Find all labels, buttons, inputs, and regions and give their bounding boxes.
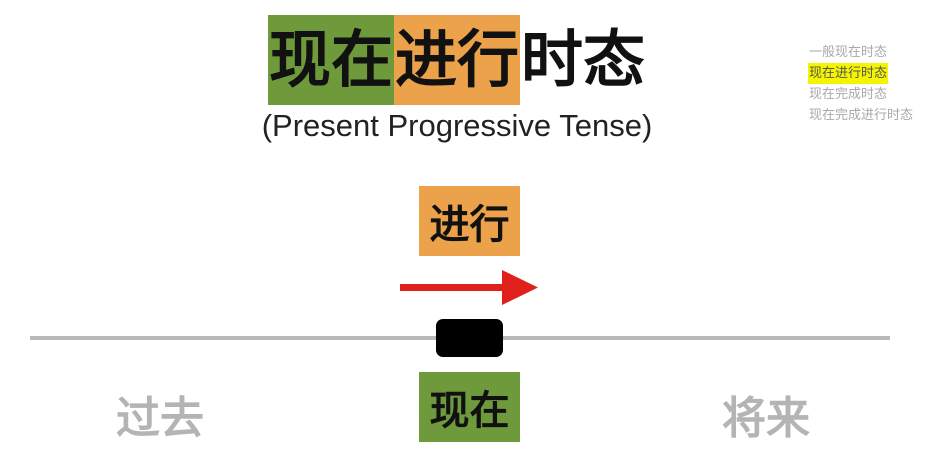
menu-item-simple-present[interactable]: 一般现在时态 bbox=[809, 45, 888, 60]
menu-item-present-perfect-progressive[interactable]: 现在完成进行时态 bbox=[809, 108, 914, 123]
right-arrow-icon bbox=[400, 270, 538, 305]
menu-item-present-perfect[interactable]: 现在完成时态 bbox=[809, 87, 888, 102]
now-marker bbox=[436, 319, 503, 357]
progressive-label: 进行 bbox=[419, 186, 520, 256]
tense-menu: 一般现在时态 现在进行时态 现在完成时态 现在完成进行时态 bbox=[808, 42, 914, 126]
title-tense-segment: 时态 bbox=[520, 23, 645, 96]
menu-item-present-progressive[interactable]: 现在进行时态 bbox=[808, 63, 889, 84]
now-label: 现在 bbox=[419, 372, 520, 442]
slide-subtitle: (Present Progressive Tense) bbox=[261, 108, 653, 143]
title-progressive-segment: 进行 bbox=[394, 15, 520, 105]
slide-title: 现在 进行 时态 bbox=[268, 15, 646, 105]
title-present-segment: 现在 bbox=[268, 15, 394, 105]
past-label: 过去 bbox=[116, 393, 204, 444]
future-label: 将来 bbox=[722, 393, 810, 444]
